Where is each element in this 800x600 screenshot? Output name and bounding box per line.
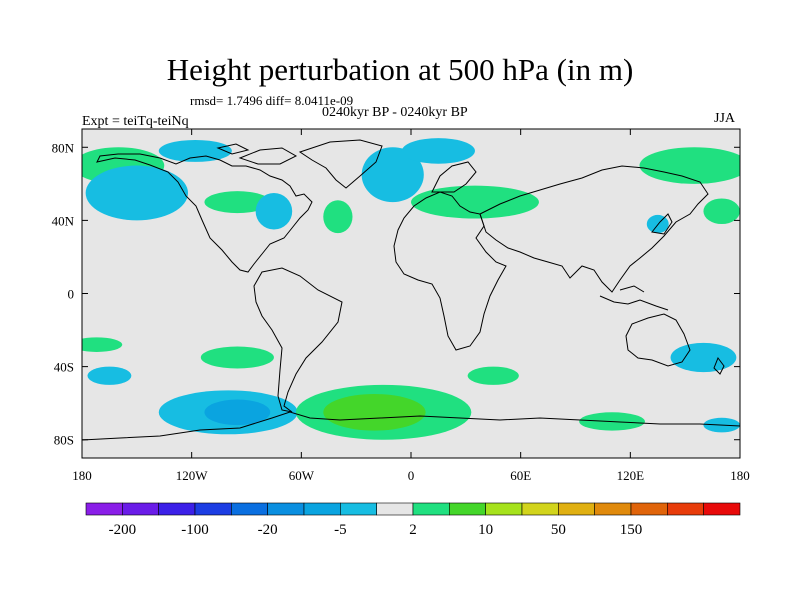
x-tick-label: 180	[730, 468, 750, 483]
colorbar-swatch	[158, 502, 196, 516]
region-dateline-positive	[703, 198, 740, 225]
region-n-america-positive	[204, 191, 271, 214]
coast-greenland	[298, 139, 383, 189]
y-axis-ticks: 80N 40N 0 40S 80S	[52, 140, 740, 448]
statistics-label: rmsd= 1.7496 diff= 8.0411e-09	[190, 93, 354, 108]
coast-asia	[479, 165, 709, 293]
y-tick-label: 80N	[52, 140, 75, 155]
colorbar-swatch	[231, 502, 268, 516]
coast-new-zealand	[713, 356, 725, 375]
colorbar-swatch	[194, 502, 232, 516]
figure-title: Height perturbation at 500 hPa (in m)	[166, 52, 634, 87]
x-tick-label: 180	[72, 468, 92, 483]
experiment-label: Expt = teiTq-teiNq	[82, 114, 189, 129]
coast-antarctica	[82, 411, 740, 441]
region-s-atlantic-core	[323, 394, 426, 431]
region-s-pacific-positive-west	[82, 337, 123, 352]
coast-arctic-islands	[216, 143, 298, 165]
x-tick-label: 120W	[176, 468, 209, 483]
colorbar-swatch	[340, 502, 377, 516]
colorbar-swatch	[630, 502, 668, 516]
colorbar-label: 10	[478, 522, 493, 538]
colorbar-swatch	[558, 502, 595, 516]
region-arctic-canada-negative	[158, 139, 232, 162]
colorbar-swatch	[667, 502, 704, 516]
x-tick-label: 60W	[289, 468, 315, 483]
colorbar-swatch	[449, 502, 486, 516]
colorbar-label: 150	[620, 522, 643, 538]
region-s-indian-positive	[467, 366, 519, 385]
coast-europe-africa	[393, 191, 507, 351]
colorbar-label: -200	[109, 522, 137, 538]
colorbar-swatch	[485, 502, 523, 516]
x-tick-label: 120E	[617, 468, 645, 483]
coast-indonesia	[599, 285, 669, 311]
colorbar-label: -20	[258, 522, 278, 538]
region-australia-negative	[670, 342, 737, 373]
colorbar-swatch	[594, 502, 632, 516]
region-greenland-negative	[361, 147, 424, 203]
x-tick-label: 0	[408, 468, 415, 483]
period-label: 0240kyr BP - 0240kyr BP	[322, 105, 468, 120]
season-label: JJA	[714, 111, 736, 126]
region-s-pacific-negative-west	[87, 366, 132, 385]
coast-scandinavia	[431, 161, 477, 193]
y-tick-label: 40S	[54, 360, 74, 375]
x-axis-ticks: 180 120W 60W 0 60E 120E 180	[72, 129, 750, 483]
coast-north-america	[96, 153, 313, 273]
colorbar-swatch	[703, 502, 741, 516]
coast-south-america	[253, 267, 343, 413]
y-tick-label: 0	[68, 287, 75, 302]
colorbar-swatch	[303, 502, 341, 516]
x-tick-label: 60E	[510, 468, 531, 483]
colorbar-label: 2	[409, 522, 417, 538]
y-tick-label: 80S	[54, 433, 74, 448]
region-n-atlantic-positive	[323, 200, 353, 234]
colorbar-label: -5	[334, 522, 347, 538]
region-se-pacific-core	[204, 399, 271, 426]
colorbar-swatch	[267, 502, 305, 516]
colorbar-swatch	[376, 502, 414, 516]
coastlines	[82, 139, 740, 441]
colorbar-swatch	[521, 502, 559, 516]
region-siberia-positive	[639, 147, 740, 184]
region-greenland-sea-negative	[401, 138, 475, 164]
colorbar-swatch	[412, 502, 450, 516]
colorbar-swatch	[85, 502, 123, 516]
anomaly-shading	[82, 138, 740, 440]
y-tick-label: 40N	[52, 213, 75, 228]
coast-japan	[651, 213, 673, 235]
colorbar-label: -100	[181, 522, 209, 538]
region-eurasia-positive	[411, 185, 539, 219]
region-great-lakes-negative	[255, 192, 293, 230]
colorbar-label: 50	[551, 522, 566, 538]
region-alaska-negative	[85, 165, 189, 221]
coast-australia	[625, 313, 691, 367]
colorbar-swatch	[122, 502, 159, 516]
colorbar: -200 -100 -20 -5 2 10 50 150	[85, 502, 741, 538]
region-s-pacific-positive	[200, 346, 274, 369]
